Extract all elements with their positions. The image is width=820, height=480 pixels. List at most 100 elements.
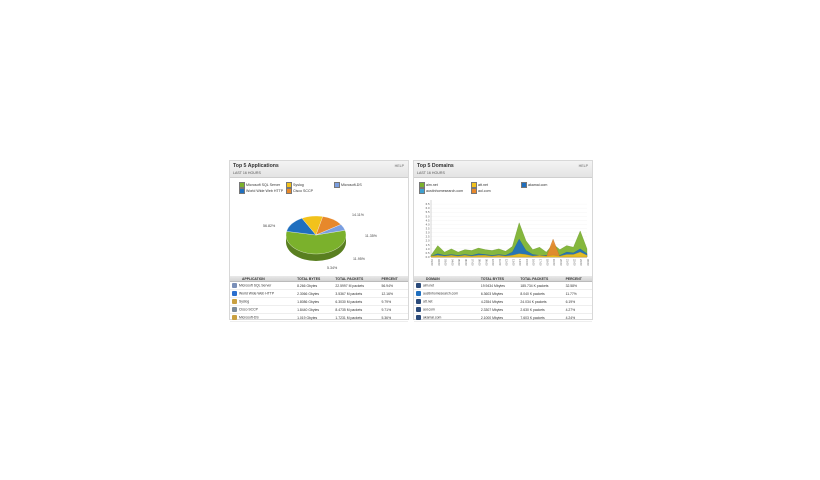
table-row[interactable]: Cisco SCCP 1.8440 Gbytes 8.4735 M packet… <box>230 305 408 314</box>
percent: 32.58% <box>563 281 592 290</box>
percent: 6.19% <box>563 297 592 306</box>
domain-name-cell: aim.net <box>414 281 479 290</box>
total-packets: 8.040 K packets <box>518 289 564 298</box>
panel-header: Top 5 Domains LAST 16 HOURS HELP <box>414 161 592 178</box>
x-tick-label: 14:00 <box>518 259 522 266</box>
area-series[interactable] <box>430 251 588 258</box>
percent: 9.71% <box>379 305 408 314</box>
percent: 9.79% <box>379 297 408 306</box>
column-header[interactable]: TOTAL BYTES <box>295 276 334 282</box>
table-row[interactable]: Microsoft SQL Server 8.266 Gbytes 22.599… <box>230 281 408 290</box>
x-tick-label: 06:00 <box>464 259 468 266</box>
total-packets: 2.630 K packets <box>518 305 564 314</box>
x-tick-label: 16:00 <box>532 259 536 266</box>
legend-item: Cisco SCCP <box>286 188 313 194</box>
x-tick-label: 04:00 <box>450 259 454 266</box>
table-row[interactable]: akamai.com 2.1000 Mbytes 7.603 K packets… <box>414 313 592 322</box>
legend-swatch <box>334 182 340 188</box>
domain-name-cell: austinhomesearch.com <box>414 289 479 298</box>
domain-name-cell: att.net <box>414 297 479 306</box>
panel-title: Top 5 Domains <box>417 163 454 169</box>
table-row[interactable]: World Wide Web HTTP 2.3066 Gbytes 3.5367… <box>230 289 408 298</box>
percent: 4.27% <box>563 305 592 314</box>
app-name[interactable]: Microsoft SQL Server <box>239 283 272 288</box>
y-tick-label: 3.5 <box>426 227 430 231</box>
x-tick-label: 11:00 <box>498 259 502 266</box>
domain-name-cell: aol.com <box>414 305 479 314</box>
x-tick-label: 18:00 <box>545 259 549 266</box>
table-row[interactable]: aim.net 19.9434 Mbytes 185.734 K packets… <box>414 281 592 290</box>
app-name[interactable]: Cisco SCCP <box>239 307 258 312</box>
table-row[interactable]: austinhomesearch.com 6.3603 Mbytes 8.040… <box>414 289 592 298</box>
application-icon <box>232 283 237 288</box>
table-row[interactable]: Syslog 1.8086 Gbytes 6.3030 M packets 9.… <box>230 297 408 306</box>
column-header[interactable]: TOTAL PACKETS <box>518 276 564 282</box>
column-header[interactable]: TOTAL PACKETS <box>333 276 380 282</box>
total-packets: 1.7231 M packets <box>333 313 380 322</box>
column-header[interactable]: TOTAL BYTES <box>478 276 519 282</box>
y-tick-label: 6.0 <box>426 206 430 210</box>
legend-label: att.net <box>478 182 488 187</box>
x-tick-label: 01:00 <box>430 259 434 266</box>
table-row[interactable]: aol.com 2.3307 Mbytes 2.630 K packets 4.… <box>414 305 592 314</box>
total-bytes: 19.9434 Mbytes <box>478 281 519 290</box>
pie-slice-side <box>286 235 346 261</box>
total-packets: 185.734 K packets <box>518 281 564 290</box>
pie-slice[interactable] <box>315 224 346 236</box>
y-tick-label: 0.5 <box>426 251 430 255</box>
legend-label: World Wide Web HTTP <box>246 188 284 193</box>
app-name[interactable]: World Wide Web HTTP <box>239 291 275 296</box>
x-tick-label: 22:00 <box>572 259 576 266</box>
legend-item: World Wide Web HTTP <box>239 188 283 194</box>
domain-name[interactable]: austinhomesearch.com <box>423 291 459 296</box>
total-packets: 8.4735 M packets <box>333 305 380 314</box>
x-tick-label: 10:00 <box>491 259 495 266</box>
y-tick-label: 2.5 <box>426 235 430 239</box>
domain-name[interactable]: akamai.com <box>423 315 442 320</box>
total-bytes: 1.8086 Gbytes <box>295 297 334 306</box>
pie-label: 56.82% <box>263 224 276 228</box>
domain-name[interactable]: aol.com <box>423 307 435 312</box>
table-row[interactable]: Microsoft-DS 1.019 Gbytes 1.7231 M packe… <box>230 313 408 322</box>
table-row[interactable]: att.net 4.2354 Mbytes 24.034 K packets 6… <box>414 297 592 306</box>
y-tick-label: 4.5 <box>426 218 430 222</box>
panel-subtitle: LAST 16 HOURS <box>417 170 445 175</box>
pie-label: 14.11% <box>352 213 364 217</box>
x-tick-label: 02:00 <box>437 259 441 266</box>
column-header[interactable]: APPLICATION <box>230 276 296 282</box>
legend-swatch <box>239 182 245 188</box>
legend-item: att.net <box>471 182 488 188</box>
legend-item: Microsoft-DS <box>334 182 362 188</box>
help-link[interactable]: HELP <box>578 164 588 168</box>
y-tick-label: 6.5 <box>426 202 430 206</box>
x-tick-label: 19:00 <box>552 259 556 266</box>
y-tick-label: 2.0 <box>426 239 430 243</box>
x-tick-label: 03:00 <box>444 259 448 266</box>
domain-name[interactable]: att.net <box>423 299 433 304</box>
percent: 5.36% <box>379 313 408 322</box>
domain-name[interactable]: aim.net <box>423 283 435 288</box>
area-series[interactable] <box>430 222 588 258</box>
legend-label: Microsoft SQL Server <box>246 182 281 187</box>
x-tick-label: 08:00 <box>477 259 481 266</box>
x-tick-label: 12:00 <box>505 259 509 266</box>
app-name[interactable]: Microsoft-DS <box>239 315 259 320</box>
y-tick-label: 1.0 <box>426 247 430 251</box>
legend-label: Syslog <box>293 182 304 187</box>
percent: 56.94% <box>379 281 408 290</box>
column-header[interactable]: PERCENT <box>379 276 408 282</box>
percent: 4.24% <box>563 313 592 322</box>
app-name[interactable]: Syslog <box>239 299 250 304</box>
x-tick-label: 09:00 <box>484 259 488 266</box>
column-header[interactable]: DOMAIN <box>414 276 479 282</box>
help-link[interactable]: HELP <box>394 164 404 168</box>
total-packets: 7.603 K packets <box>518 313 564 322</box>
x-tick-label: 23:00 <box>579 259 583 266</box>
globe-icon <box>416 299 421 304</box>
column-header[interactable]: PERCENT <box>563 276 592 282</box>
panel-subtitle: LAST 16 HOURS <box>233 170 261 175</box>
pie-slice[interactable] <box>285 230 347 255</box>
globe-icon <box>416 307 421 312</box>
globe-icon <box>416 283 421 288</box>
top-applications-panel: Top 5 Applications LAST 16 HOURS HELP Mi… <box>229 160 409 322</box>
